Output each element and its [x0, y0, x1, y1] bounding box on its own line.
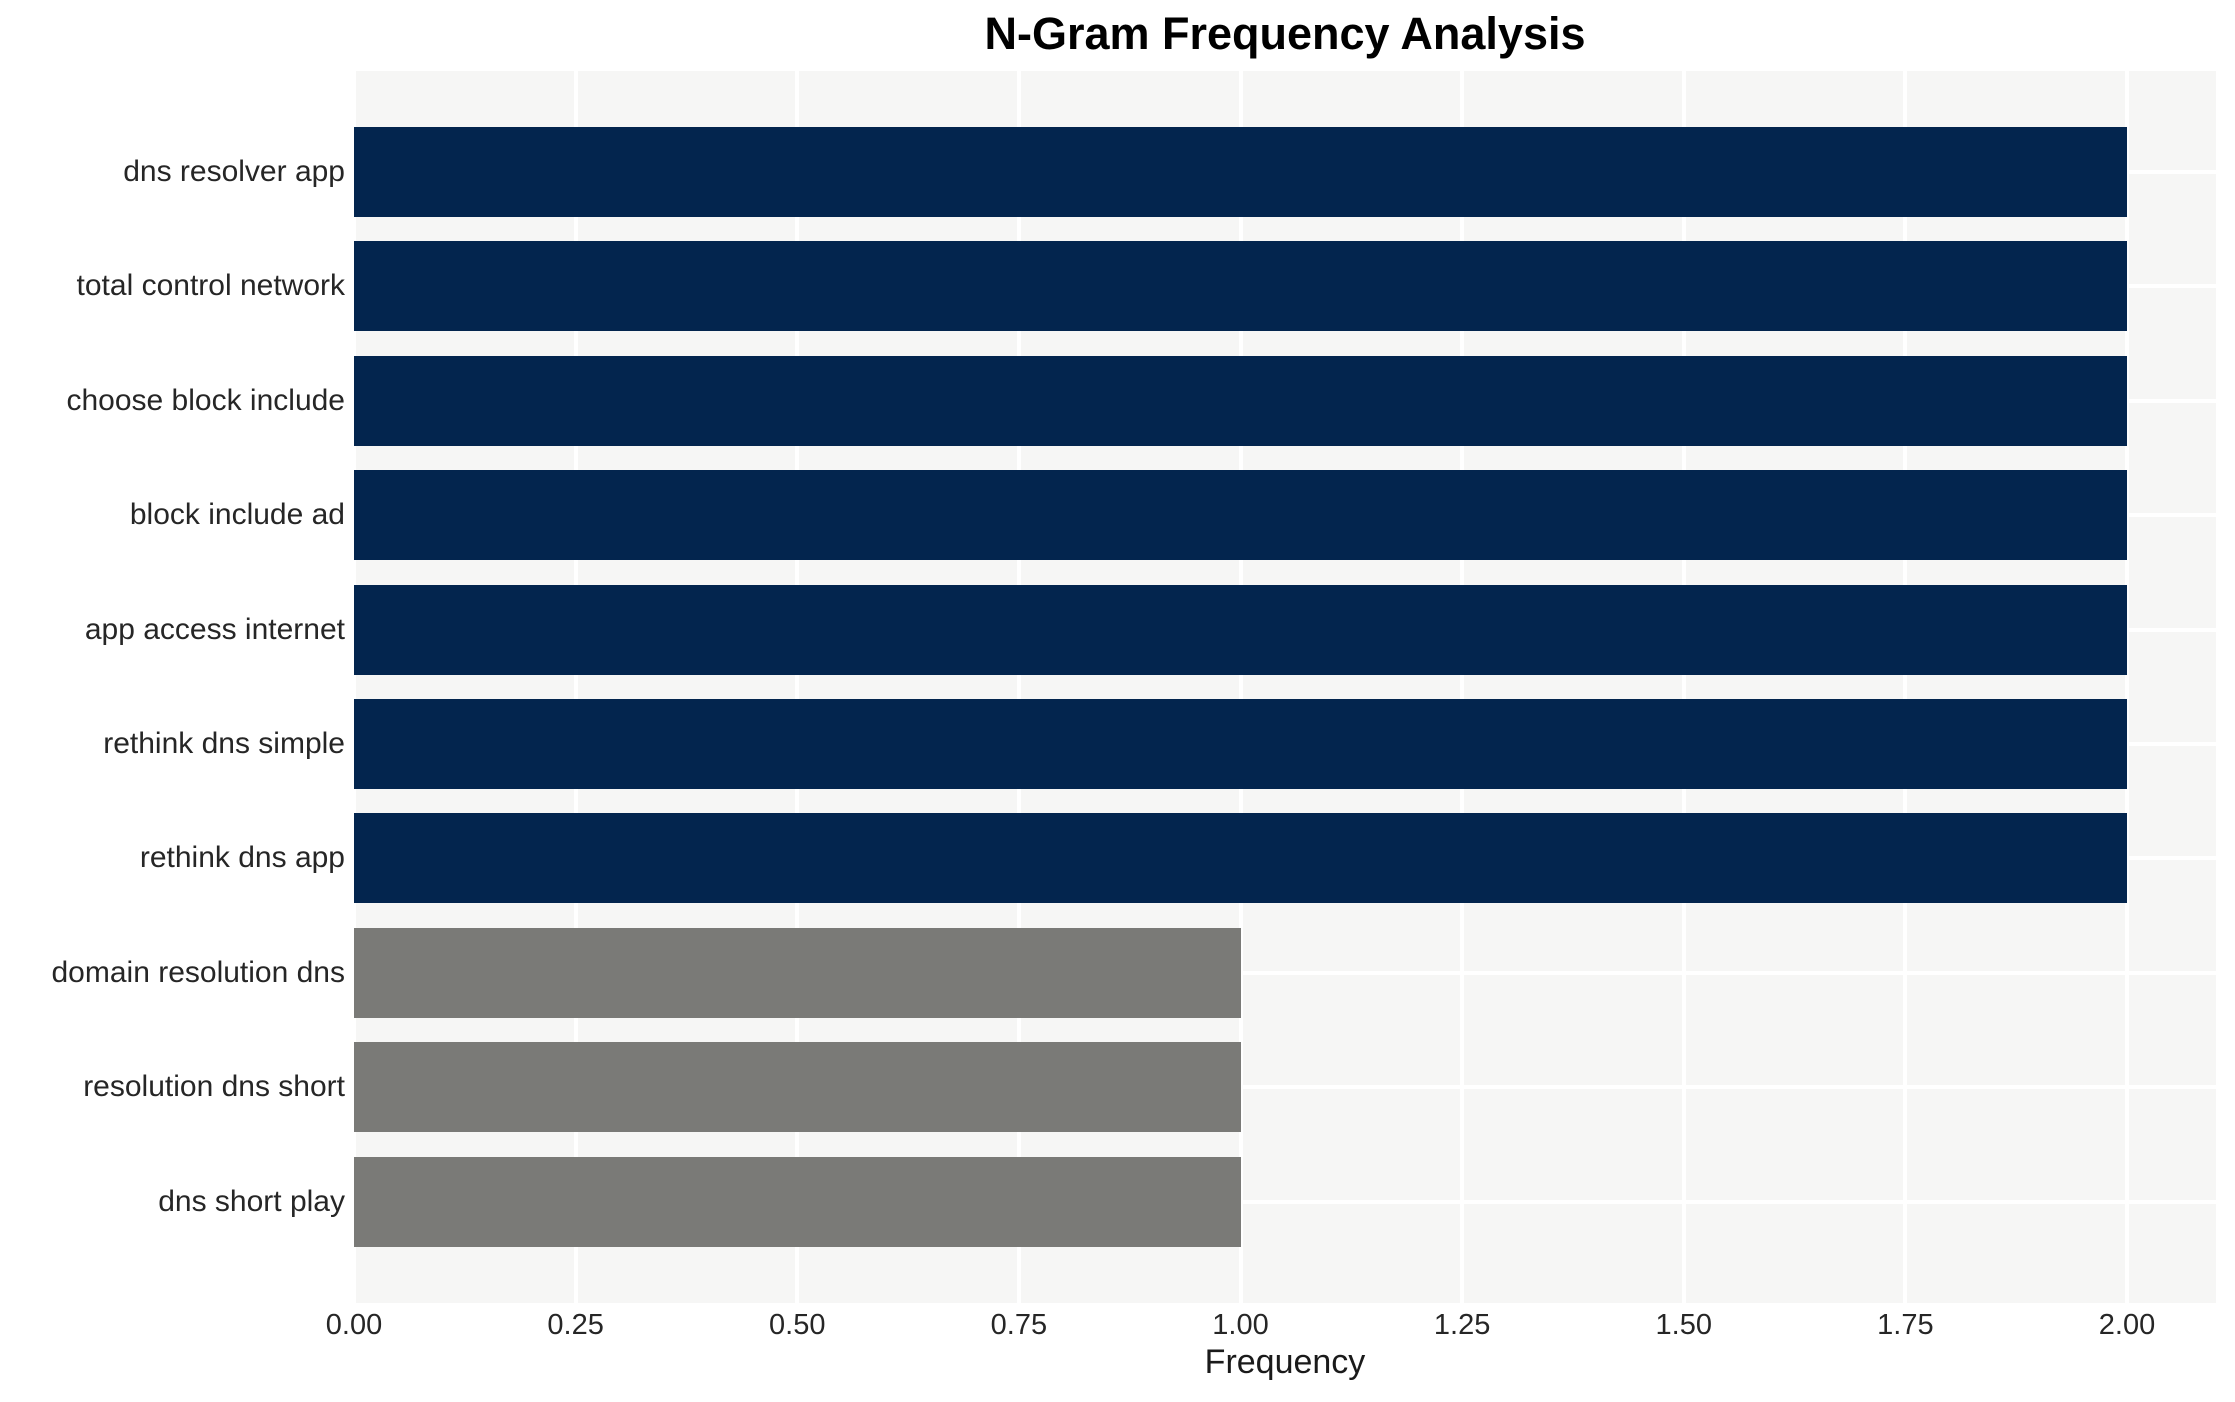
x-gridline	[1016, 71, 1021, 1303]
x-gridline	[1903, 71, 1908, 1303]
y-tick-label: dns resolver app	[123, 155, 345, 188]
bar-dns-resolver-app	[354, 127, 2127, 217]
x-tick-label: 0.50	[769, 1309, 826, 1341]
bar-block-include-ad	[354, 470, 2127, 561]
y-gridline	[354, 970, 2216, 975]
bar-domain-resolution-dns	[354, 927, 1241, 1018]
bar-total-control-network	[354, 241, 2127, 332]
x-tick-label: 1.25	[1433, 1309, 1491, 1341]
x-gridline	[1238, 71, 1243, 1303]
x-gridline	[1681, 71, 1686, 1303]
y-tick-label: rethink dns app	[139, 841, 345, 875]
y-tick-label: app access internet	[84, 612, 345, 646]
x-tick-label: 2.00	[2098, 1309, 2156, 1341]
y-tick-label: dns short play	[158, 1184, 345, 1218]
x-gridline	[2125, 71, 2129, 1303]
x-gridline	[1460, 71, 1465, 1303]
x-tick-label: 1.50	[1655, 1309, 1712, 1341]
bar-rethink-dns-app	[354, 813, 2127, 904]
x-tick-label: 0.75	[990, 1309, 1048, 1341]
bar-rethink-dns-simple	[354, 699, 2127, 789]
y-tick-label: rethink dns simple	[103, 727, 345, 760]
bar-dns-short-play	[354, 1156, 1241, 1247]
y-tick-label: domain resolution dns	[51, 955, 345, 989]
x-gridline	[795, 71, 800, 1303]
bar-choose-block-include	[354, 355, 2127, 446]
x-tick-label: 0.25	[547, 1309, 604, 1341]
y-tick-label: block include ad	[129, 498, 345, 532]
y-tick-label: resolution dns short	[83, 1070, 345, 1104]
y-tick-label: choose block include	[66, 383, 345, 417]
bar-resolution-dns-short	[354, 1042, 1241, 1133]
y-gridline	[354, 1085, 2216, 1090]
x-tick-label: 1.00	[1212, 1309, 1269, 1341]
y-gridline	[354, 1199, 2216, 1204]
y-tick-label: total control network	[76, 269, 345, 303]
x-gridline	[573, 71, 578, 1303]
chart-title: N-Gram Frequency Analysis	[984, 8, 1586, 59]
x-axis-title: Frequency	[1204, 1343, 1366, 1381]
x-tick-label: 0.00	[325, 1309, 383, 1341]
plot-area	[352, 71, 2216, 1303]
x-tick-label: 1.75	[1877, 1309, 1934, 1341]
x-gridline	[352, 71, 356, 1303]
bar-app-access-internet	[354, 584, 2127, 675]
